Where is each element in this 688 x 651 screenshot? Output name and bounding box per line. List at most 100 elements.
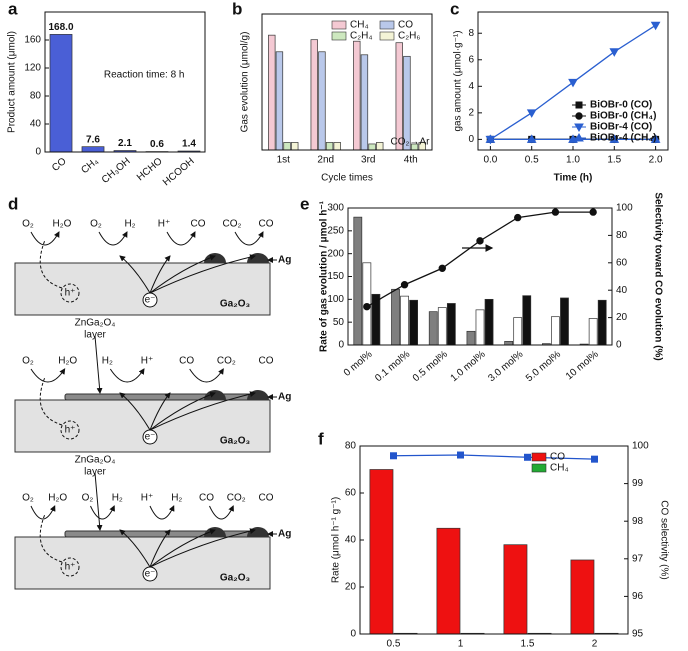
ag-particle [204,527,226,537]
point [650,134,661,143]
hole-path [39,239,63,289]
y-tick-label: 20 [345,582,357,593]
layer-pointer [94,335,103,394]
bar [391,288,400,346]
legend-label: CO [550,452,565,463]
legend-label: C₂H₄ [350,31,372,42]
panel-label: c [450,0,459,18]
bar [360,54,369,151]
x-tick-label: CO [50,156,69,174]
bar [353,216,363,346]
y-tick-label: 80 [30,91,42,102]
panel-label: d [8,194,18,213]
legend-label: BiOBr-0 (CO) [590,100,652,111]
bar [560,297,569,346]
electron-path [149,528,216,568]
plot-frame [477,11,669,151]
substrate [14,536,271,590]
bar [475,309,485,346]
molecule: H₂ [171,493,182,504]
legend-swatch [531,452,547,462]
legend-swatch [331,31,347,41]
y-tick-label: 40 [30,119,42,130]
plot-frame [261,13,433,151]
bar [522,295,532,346]
annotation: Reaction time: 8 h [104,70,185,81]
point [457,451,464,459]
y-tick-label: 8 [468,28,474,39]
hole [60,283,80,303]
y-tick-label: 100 [327,294,344,305]
x-tick-label: 5.0 mol% [524,349,563,384]
annotation: CO₂→Ar [391,137,431,148]
x-tick-label: 4th [404,155,418,166]
hole-label: h⁺ [65,425,76,436]
metal-label: Ag [278,392,291,403]
y-tick-label: 0 [350,629,356,640]
x-tick-label: 0.1 mol% [373,349,412,384]
x-tick-label: 1st [277,155,291,166]
bar [376,142,384,151]
y2-axis-label: Selectivity toward CO evolution (%) [652,192,663,360]
ag-particle [247,253,269,263]
y2-axis-label: CO selectivity (%) [658,500,669,579]
bar [597,299,607,346]
bar [318,51,326,151]
y2-tick-label: 100 [632,441,649,452]
electron-path [149,528,256,568]
line [366,211,594,308]
substrate-label: Ga₂O₃ [220,573,251,584]
plot-frame [44,11,206,153]
layer-label: ZnGa₂O₄ [75,318,116,329]
point [476,237,484,245]
bar [428,311,438,346]
bar [551,316,560,346]
electron-path [119,255,151,294]
molecule: H₂O [58,356,77,367]
electron-path [149,255,171,294]
x-tick-label: 0 mol% [342,349,375,379]
y-tick-label: 40 [345,535,357,546]
point [589,208,597,216]
electron-path [119,392,151,431]
point [485,134,496,143]
y-axis-label: Product amount (μmol) [7,31,18,133]
x-tick-label: 1.5 [521,639,535,650]
electron-path [119,529,151,568]
y-tick-label: 0 [468,134,474,145]
y2-tick-label: 40 [616,285,628,296]
electron-path [149,529,171,568]
reaction-arrow [30,505,56,520]
plot-frame [359,445,629,635]
point [363,302,371,311]
molecule: CO [259,493,274,504]
electron-path [149,391,256,431]
point [650,21,661,31]
bar [484,298,494,346]
x-tick-label: 1 [458,639,464,650]
value-label: 7.6 [86,134,100,145]
molecule: CO₂ [227,493,246,504]
bar [446,303,456,346]
molecule: O₂ [22,493,34,504]
hole-label: h⁺ [65,288,76,299]
molecule: O₂ [22,219,34,230]
panel-label: f [318,429,324,448]
bar [503,544,528,635]
molecule: H₂ [112,493,123,504]
panel-label: a [8,0,18,18]
bar [310,39,318,151]
bar [275,51,284,151]
point [390,452,397,460]
y2-tick-label: 0 [616,340,622,351]
electron-path [149,391,216,431]
x-tick-label: 1.5 [607,155,621,166]
point [609,134,620,143]
bar [333,142,341,151]
point [575,112,583,120]
molecule: CO₂ [217,356,236,367]
panel-label: b [232,0,242,18]
point [609,48,620,57]
bar [395,42,403,151]
